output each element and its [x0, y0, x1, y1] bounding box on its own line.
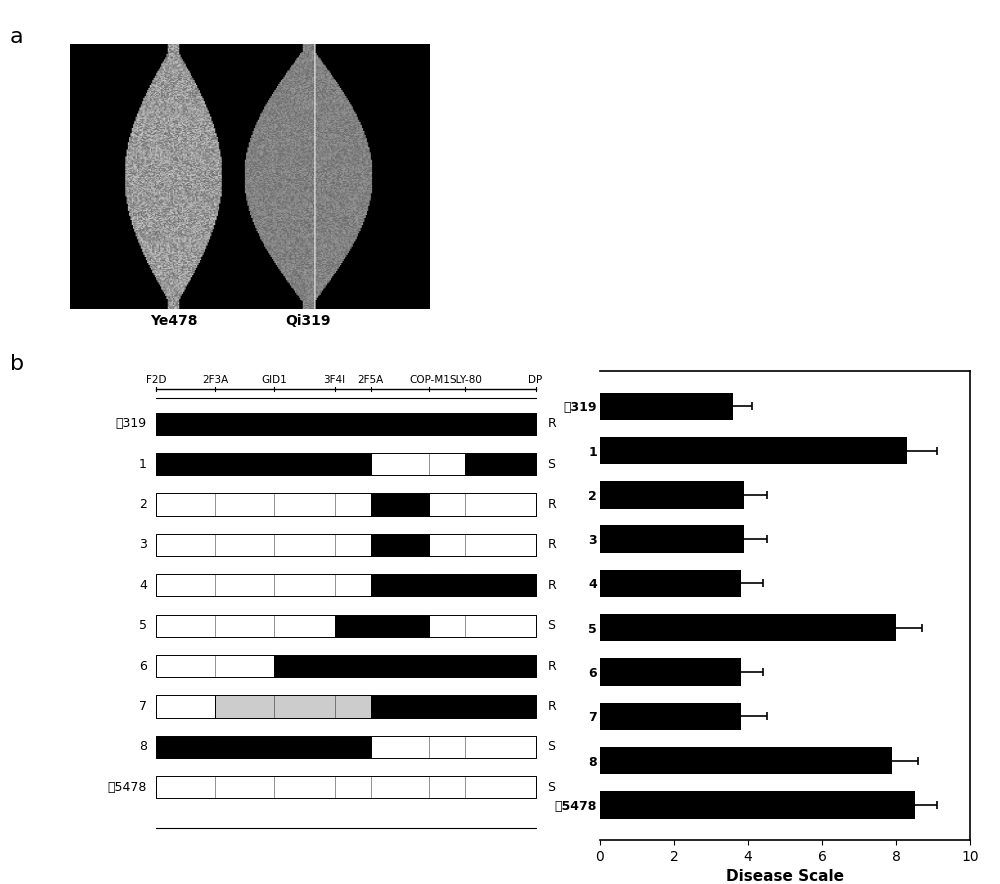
- Text: 5: 5: [139, 619, 147, 632]
- Bar: [600, 569, 741, 597]
- Bar: [600, 525, 744, 552]
- Text: 8: 8: [139, 741, 147, 753]
- Bar: [429, 493, 536, 515]
- Bar: [600, 614, 896, 642]
- Text: 7: 7: [139, 700, 147, 713]
- Bar: [429, 614, 536, 636]
- Text: a: a: [10, 27, 24, 47]
- Text: R: R: [548, 538, 556, 552]
- Bar: [600, 703, 741, 730]
- Text: S: S: [548, 781, 556, 794]
- Bar: [156, 696, 215, 718]
- Text: R: R: [548, 700, 556, 713]
- Bar: [371, 493, 429, 515]
- Bar: [156, 413, 536, 435]
- Bar: [600, 481, 744, 508]
- Bar: [371, 453, 465, 476]
- Text: 2F3A: 2F3A: [202, 376, 228, 385]
- Text: COP-M1: COP-M1: [409, 376, 450, 385]
- Bar: [156, 453, 371, 476]
- Text: 2F5A: 2F5A: [358, 376, 384, 385]
- Text: 扈5478: 扈5478: [107, 781, 147, 794]
- Text: DP: DP: [528, 376, 543, 385]
- Text: R: R: [548, 417, 556, 431]
- Bar: [335, 614, 429, 636]
- Text: R: R: [548, 498, 556, 511]
- Bar: [600, 392, 733, 420]
- Bar: [156, 776, 536, 798]
- Text: 齐319: 齐319: [116, 417, 147, 431]
- Bar: [465, 453, 536, 476]
- Bar: [371, 696, 536, 718]
- Bar: [429, 534, 536, 556]
- Bar: [274, 655, 536, 677]
- Bar: [371, 735, 536, 758]
- Text: b: b: [10, 354, 24, 374]
- Bar: [156, 575, 371, 597]
- Bar: [371, 534, 429, 556]
- Bar: [600, 747, 892, 774]
- Text: S: S: [548, 741, 556, 753]
- Bar: [156, 655, 274, 677]
- Text: 2: 2: [139, 498, 147, 511]
- Text: 3: 3: [139, 538, 147, 552]
- Text: F2D: F2D: [146, 376, 167, 385]
- Bar: [215, 696, 371, 718]
- Text: R: R: [548, 659, 556, 673]
- Bar: [600, 659, 741, 686]
- Bar: [156, 534, 371, 556]
- Text: R: R: [548, 579, 556, 592]
- Text: GID1: GID1: [261, 376, 287, 385]
- Bar: [156, 735, 371, 758]
- Text: 3F4I: 3F4I: [324, 376, 346, 385]
- Bar: [156, 614, 335, 636]
- Text: S: S: [548, 458, 556, 470]
- Text: S: S: [548, 619, 556, 632]
- Text: 6: 6: [139, 659, 147, 673]
- Text: 1: 1: [139, 458, 147, 470]
- Bar: [600, 791, 914, 819]
- Bar: [600, 437, 907, 464]
- X-axis label: Disease Scale: Disease Scale: [726, 869, 844, 884]
- Bar: [156, 493, 371, 515]
- Text: SLY-80: SLY-80: [449, 376, 482, 385]
- Text: 4: 4: [139, 579, 147, 592]
- Bar: [371, 575, 536, 597]
